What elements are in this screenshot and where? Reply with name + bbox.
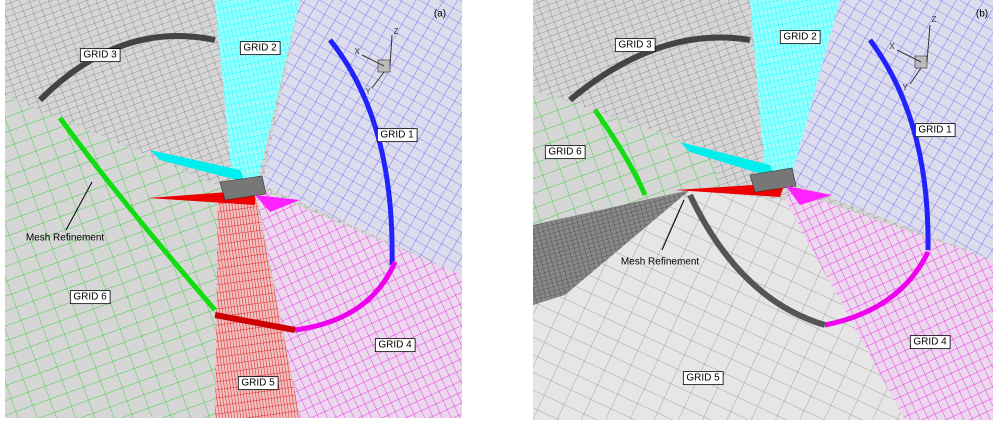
grid-label: GRID 4: [913, 337, 947, 348]
axis-label: Z: [932, 15, 937, 24]
grid-label: GRID 2: [783, 32, 817, 43]
axis-label: X: [889, 42, 895, 51]
grid-label-group: GRID 5: [683, 372, 723, 385]
annotation: Mesh Refinement: [621, 257, 700, 268]
grid-label-group: GRID 6: [70, 291, 110, 304]
grid-label: GRID 3: [83, 50, 117, 61]
grid-label: GRID 6: [73, 292, 107, 303]
panel-a: Z X Y (a): [5, 0, 462, 418]
grid-label-group: GRID 4: [910, 336, 950, 349]
axis-label: Y: [902, 83, 908, 92]
axis-label: Y: [365, 87, 371, 96]
grid-label-group: GRID 1: [377, 129, 417, 142]
figure: Z X Y (a): [0, 0, 995, 423]
grid-label: GRID 5: [241, 378, 275, 389]
annotation: Mesh Refinement: [26, 233, 105, 244]
panel-label: (b): [976, 9, 988, 20]
grid-label-group: GRID 3: [80, 49, 120, 62]
grid-label-group: GRID 3: [615, 39, 655, 52]
grid-label: GRID 1: [918, 125, 952, 136]
panel-label: (a): [434, 9, 446, 20]
grid-label: GRID 3: [618, 40, 652, 51]
grid-label: GRID 5: [686, 373, 720, 384]
grid-label: GRID 1: [380, 130, 414, 141]
grid-label-group: GRID 6: [545, 146, 585, 159]
axis-label: X: [354, 47, 360, 56]
grid-label-group: GRID 4: [375, 339, 415, 352]
axis-label: Z: [394, 27, 399, 36]
grid-label: GRID 4: [378, 340, 412, 351]
panel-b: Z X Y (b): [533, 0, 993, 420]
grid-label: GRID 2: [243, 43, 277, 54]
grid-label: GRID 6: [548, 147, 582, 158]
grid-label-group: GRID 5: [238, 377, 278, 390]
grid-label-group: GRID 2: [780, 31, 820, 44]
grid-label-group: GRID 2: [240, 42, 280, 55]
grid-label-group: GRID 1: [915, 124, 955, 137]
